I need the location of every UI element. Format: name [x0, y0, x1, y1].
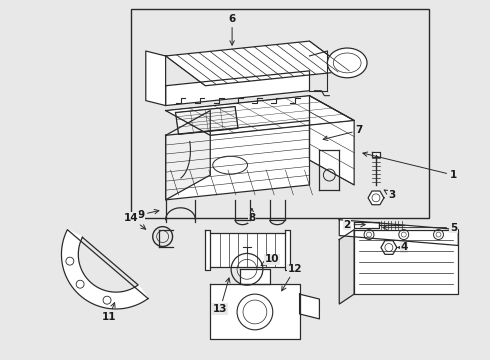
Polygon shape	[210, 284, 299, 339]
Bar	[275, 233, 285, 267]
Text: 8: 8	[248, 209, 256, 223]
Polygon shape	[61, 230, 148, 309]
Bar	[247, 233, 257, 267]
Polygon shape	[205, 230, 210, 270]
Text: 11: 11	[102, 303, 116, 322]
Polygon shape	[310, 96, 354, 185]
Bar	[266, 233, 275, 267]
Polygon shape	[339, 220, 458, 246]
Text: 9: 9	[137, 210, 159, 220]
Text: 5: 5	[383, 222, 457, 233]
Polygon shape	[166, 121, 310, 200]
Text: 1: 1	[363, 152, 457, 180]
Text: 4: 4	[398, 243, 408, 252]
Polygon shape	[354, 230, 458, 294]
Polygon shape	[299, 294, 319, 319]
Polygon shape	[175, 107, 238, 134]
Polygon shape	[240, 269, 270, 284]
Bar	[220, 233, 229, 267]
Polygon shape	[166, 41, 349, 86]
Bar	[131, 9, 429, 218]
Text: 2: 2	[343, 220, 365, 230]
Ellipse shape	[327, 48, 367, 78]
Text: 12: 12	[282, 264, 302, 291]
Text: 6: 6	[228, 14, 236, 45]
Polygon shape	[339, 230, 354, 304]
Text: 14: 14	[123, 213, 146, 229]
Polygon shape	[368, 191, 384, 205]
Text: 13: 13	[213, 278, 230, 314]
Polygon shape	[285, 230, 290, 270]
Text: 10: 10	[261, 255, 279, 265]
Polygon shape	[354, 222, 379, 228]
Polygon shape	[166, 111, 210, 200]
Polygon shape	[381, 240, 397, 255]
Polygon shape	[166, 71, 310, 105]
Text: 3: 3	[384, 190, 395, 200]
Polygon shape	[166, 96, 354, 135]
Polygon shape	[146, 51, 166, 105]
Bar	[238, 233, 247, 267]
Bar	[229, 233, 238, 267]
Text: 7: 7	[323, 125, 363, 140]
Polygon shape	[372, 152, 380, 157]
Bar	[257, 233, 266, 267]
Bar	[210, 233, 220, 267]
